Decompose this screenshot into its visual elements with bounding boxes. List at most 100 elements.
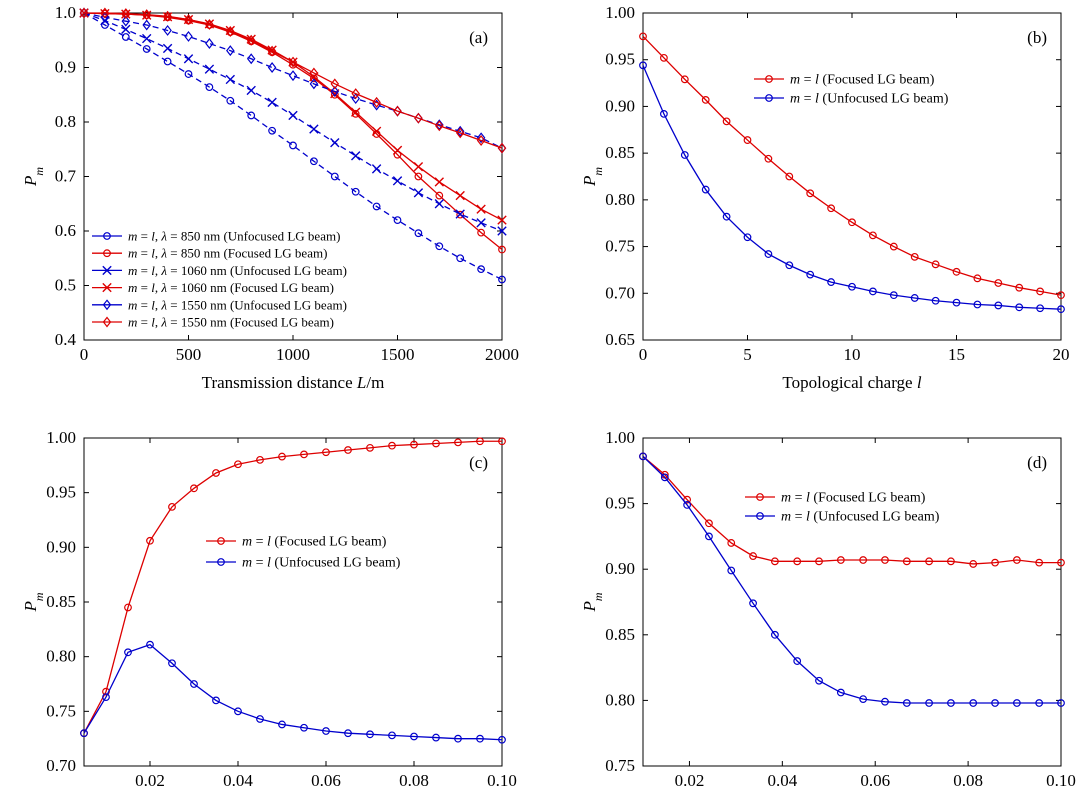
data-point — [476, 437, 484, 446]
x-tick-label: 0.10 — [1046, 771, 1076, 790]
legend-entry: m = l (Unfocused LG beam) — [781, 510, 940, 525]
data-point — [454, 438, 462, 447]
data-point — [722, 212, 731, 221]
data-point — [680, 75, 689, 84]
chart-panel-b: 0 5 10 15 20 0.65 0.70 0.75 0.80 0.85 0.90 0.95 1.00… — [580, 3, 1070, 392]
data-point — [435, 120, 444, 132]
x-tick-label: 0.06 — [860, 771, 890, 790]
data-point — [902, 699, 911, 707]
data-point — [476, 734, 484, 743]
y-tick-label: 0.95 — [605, 494, 635, 513]
data-point — [749, 552, 757, 560]
data-point — [477, 228, 486, 237]
data-point — [414, 112, 423, 124]
data-point — [183, 54, 194, 64]
data-point — [212, 469, 220, 477]
data-point — [142, 19, 151, 31]
y-tick-label: 1.00 — [605, 428, 635, 447]
data-point — [497, 226, 507, 236]
data-point — [455, 127, 465, 139]
data-point — [246, 53, 256, 65]
data-point — [267, 45, 277, 57]
legend: m = l, λ = 850 nm (Unfocused LG beam) m =… — [92, 229, 347, 330]
data-point — [793, 657, 802, 665]
data-point — [388, 731, 396, 740]
data-point — [168, 659, 176, 668]
data-point — [212, 696, 220, 705]
series-3 — [79, 8, 507, 236]
data-point — [749, 599, 757, 608]
data-point — [168, 502, 176, 511]
y-tick-label: 0.95 — [605, 50, 635, 69]
data-point — [476, 135, 486, 147]
data-point — [309, 67, 319, 79]
data-point — [455, 209, 465, 219]
data-point — [100, 7, 110, 19]
data-point — [330, 86, 340, 97]
series-line — [83, 12, 503, 149]
data-point — [952, 267, 961, 276]
data-point — [309, 124, 319, 134]
data-point — [146, 536, 154, 545]
y-tick-label: 0.90 — [605, 96, 635, 115]
data-point — [455, 190, 465, 201]
data-point — [727, 566, 736, 575]
data-point — [256, 715, 264, 723]
legend-marker — [217, 558, 225, 566]
data-point — [806, 189, 815, 198]
legend-marker — [102, 299, 112, 311]
y-tick-label: 0.4 — [55, 330, 77, 349]
y-tick-label: 0.85 — [46, 592, 76, 611]
y-tick-label: 0.95 — [46, 483, 76, 502]
data-point — [455, 125, 465, 137]
data-point — [413, 161, 424, 172]
data-point — [827, 278, 835, 286]
data-point — [931, 296, 940, 305]
data-point — [414, 172, 423, 181]
y-tick-label: 0.5 — [55, 276, 76, 295]
x-tick-label: 1500 — [381, 345, 415, 364]
x-tick-label: 0.08 — [953, 771, 983, 790]
data-point — [1035, 699, 1044, 707]
data-point — [163, 10, 172, 22]
y-axis-label: Pm — [21, 592, 46, 612]
data-point — [902, 557, 911, 566]
data-point — [952, 298, 961, 307]
data-point — [121, 24, 131, 35]
data-point — [124, 648, 132, 657]
data-point — [910, 252, 919, 261]
data-point — [205, 18, 214, 30]
x-tick-label: 0.02 — [135, 771, 165, 790]
x-tick-label: 0.04 — [767, 771, 797, 790]
data-point — [497, 215, 507, 225]
x-tick-label: 0.04 — [223, 771, 253, 790]
series-2 — [80, 640, 506, 744]
data-point — [701, 185, 710, 194]
x-tick-label: 500 — [176, 345, 202, 364]
data-point — [973, 300, 982, 309]
data-point — [1015, 303, 1024, 312]
data-point — [434, 199, 444, 209]
data-point — [366, 443, 374, 452]
data-point — [660, 473, 669, 482]
data-point — [910, 294, 919, 302]
data-point — [991, 699, 999, 707]
data-point — [454, 734, 462, 743]
y-axis-label: Pm — [580, 167, 605, 187]
data-point — [705, 532, 713, 541]
data-point — [190, 680, 198, 688]
x-tick-label: 2000 — [485, 345, 519, 364]
data-point — [278, 720, 286, 729]
data-point — [1012, 556, 1021, 564]
data-point — [102, 693, 110, 702]
data-point — [969, 699, 978, 707]
y-tick-label: 0.90 — [46, 537, 76, 556]
data-point — [410, 440, 418, 449]
y-tick-label: 0.85 — [605, 143, 635, 162]
data-point — [639, 61, 647, 70]
data-point — [498, 275, 506, 284]
data-point — [785, 261, 794, 270]
series-line — [642, 65, 1062, 310]
legend-entry: m = l (Focused LG beam) — [790, 73, 935, 88]
